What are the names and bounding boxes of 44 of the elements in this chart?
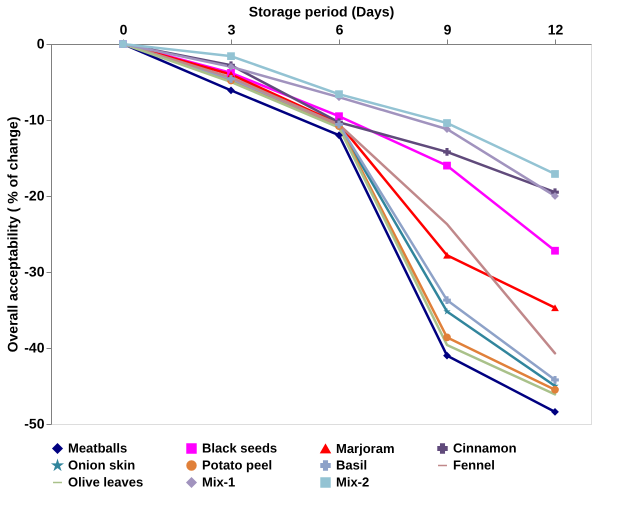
point: [551, 246, 559, 255]
legend-label: Fennel: [453, 458, 495, 472]
y-tick-label: -30: [24, 264, 45, 280]
y-tick-label: -10: [24, 112, 45, 128]
x-tick-label: 0: [120, 22, 128, 38]
x-tick-label: 9: [444, 22, 452, 38]
y-tick-label: -50: [24, 416, 45, 432]
y-tick-label: -20: [24, 188, 45, 204]
x-axis-title: Storage period (Days): [248, 4, 394, 20]
point: [335, 90, 343, 98]
y-tick-label: 0: [36, 36, 45, 52]
point: [551, 386, 559, 394]
point: [443, 333, 451, 342]
point: [227, 52, 235, 60]
x-tick-label: 3: [228, 22, 236, 38]
point: [443, 162, 451, 170]
point: [335, 131, 343, 140]
point: [551, 376, 559, 384]
point: [443, 308, 451, 315]
legend-label: Marjoram: [336, 440, 395, 456]
point: [551, 192, 559, 200]
point: [443, 119, 451, 127]
legend-label: Mix-2: [336, 474, 370, 490]
legend-label: Meatballs: [68, 440, 128, 456]
point: [335, 112, 343, 120]
point: [443, 352, 451, 360]
y-axis-title: Overall acceptability ( % of change): [4, 116, 20, 352]
legend-label: Olive leaves: [68, 474, 144, 490]
x-tick-label: 6: [336, 22, 344, 38]
point: [227, 86, 235, 94]
legend-label: Mix-1: [202, 474, 236, 490]
point: [551, 170, 559, 178]
point: [443, 148, 451, 156]
y-tick-label: -40: [24, 340, 45, 356]
point: [551, 304, 559, 312]
legend-label: Black seeds: [202, 440, 278, 456]
legend-label: Potato peel: [202, 458, 272, 472]
legend-label: Basil: [336, 458, 368, 472]
point: [551, 408, 559, 416]
x-tick-label: 12: [548, 22, 564, 38]
point: [443, 252, 451, 259]
legend-label: Onion skin: [68, 458, 136, 472]
legend-label: Cinnamon: [453, 440, 517, 456]
point: [443, 296, 451, 304]
